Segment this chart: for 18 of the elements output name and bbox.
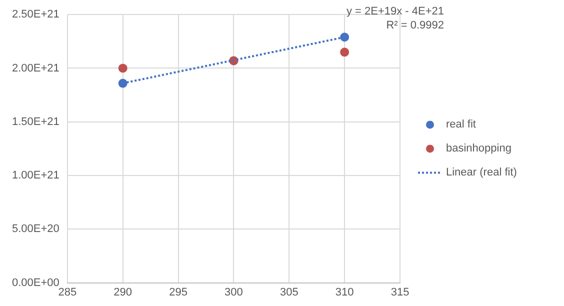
x-tick-label: 295 [169,286,188,298]
annotation: y = 2E+19x - 4E+21 [346,6,444,18]
y-tick-label: 0.00E+00 [12,276,60,289]
y-tick-label: 5.00E+20 [12,223,60,236]
x-tick-label: 315 [390,286,410,298]
y-tick-label: 1.00E+21 [12,170,60,182]
legend-label: real fit [446,118,476,131]
y-tick-label: 2.00E+21 [12,62,60,74]
annotation: R² = 0.9992 [386,20,444,32]
x-tick-label: 300 [224,286,243,298]
x-tick-label: 290 [114,286,132,298]
x-tick-label: 305 [280,286,298,298]
x-tick-label: 285 [58,286,77,298]
y-tick-label: 2.50E+21 [12,8,60,21]
legend-label: basinhopping [446,142,512,155]
legend-label: Linear (real fit) [446,166,517,179]
x-tick-label: 310 [335,286,354,298]
y-tick-label: 1.50E+21 [12,116,60,128]
